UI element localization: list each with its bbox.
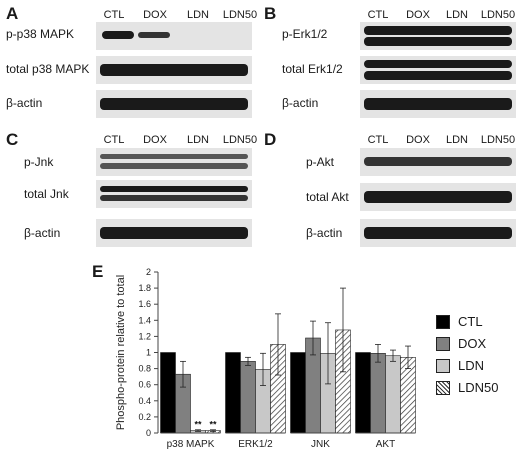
legend-item: DOX: [436, 336, 486, 351]
bar: [240, 361, 256, 434]
blot-beta-actin-c: [96, 219, 252, 247]
legend-swatch: [436, 336, 450, 351]
panel-letter-e: E: [92, 262, 104, 281]
lane-label-dox: DOX: [406, 9, 430, 21]
row-label-p-jnk: p-Jnk: [24, 155, 54, 169]
legend-swatch: [436, 314, 450, 329]
row-label-beta-actin-c: β-actin: [24, 226, 61, 240]
lane-label-dox: DOX: [143, 9, 167, 21]
blot-total-jnk: [96, 180, 252, 208]
panel-letter-b: B: [264, 4, 277, 23]
lane-label-dox: DOX: [406, 134, 430, 146]
y-tick-label: 1: [146, 348, 151, 358]
lane-label-dox: DOX: [143, 134, 167, 146]
blot-p-akt: [360, 148, 516, 176]
x-tick-label: AKT: [376, 439, 395, 450]
x-tick-label: JNK: [311, 439, 330, 450]
y-tick-label: 0.6: [138, 380, 151, 390]
blot-p-jnk: [96, 148, 252, 176]
y-tick-label: 1.4: [138, 315, 151, 325]
lane-label-ldn: LDN: [186, 134, 209, 146]
x-tick-label: p38 MAPK: [167, 439, 215, 450]
y-axis-label: Phospho-protein relative to total: [115, 275, 127, 430]
blot-beta-actin-b: [360, 90, 516, 118]
legend-item: LDN50: [436, 380, 498, 395]
legend-item: LDN: [436, 358, 484, 373]
panel-letter-d: D: [264, 130, 277, 149]
blot-beta-actin-d: [360, 219, 516, 247]
legend-swatch: [436, 380, 450, 395]
y-tick-label: 2: [146, 267, 151, 277]
legend-swatch: [436, 358, 450, 373]
panel-letter-c: C: [6, 130, 19, 149]
legend-label: CTL: [458, 314, 483, 329]
row-label-beta-actin-d: β-actin: [306, 226, 343, 240]
y-tick-label: 0.4: [138, 396, 151, 406]
legend-label: LDN50: [458, 380, 499, 395]
x-tick-label: ERK1/2: [238, 439, 273, 450]
row-label-p-p38: p-p38 MAPK: [6, 27, 75, 41]
row-label-p-erk: p-Erk1/2: [282, 27, 328, 41]
lane-label-ldn: LDN: [445, 9, 468, 21]
y-tick-label: 0: [146, 428, 151, 438]
legend-item: CTL: [436, 314, 483, 329]
lane-label-ldn50: LDN50: [480, 9, 516, 21]
row-label-p-akt: p-Akt: [306, 155, 335, 169]
bar: [370, 353, 386, 434]
blot-total-akt: [360, 183, 516, 211]
lane-label-ldn50: LDN50: [480, 134, 516, 146]
significance-marker: **: [209, 420, 217, 430]
legend-label: DOX: [458, 336, 487, 351]
lane-label-ctl: CTL: [367, 134, 389, 146]
row-label-total-erk: total Erk1/2: [282, 62, 343, 76]
bar: [160, 352, 176, 434]
y-tick-label: 1.6: [138, 299, 151, 309]
bar: [355, 352, 371, 434]
blot-beta-actin-a: [96, 90, 252, 118]
row-label-total-jnk: total Jnk: [24, 187, 69, 201]
blot-total-erk: [360, 56, 516, 84]
y-tick-label: 0.2: [138, 412, 151, 422]
row-label-total-p38: total p38 MAPK: [6, 62, 90, 76]
panel-letter-a: A: [6, 4, 19, 23]
y-tick-label: 1.2: [138, 331, 151, 341]
legend-label: LDN: [458, 358, 485, 373]
bar: [385, 355, 401, 434]
bar: [290, 352, 306, 434]
row-label-beta-actin-b: β-actin: [282, 96, 319, 110]
lane-label-ldn: LDN: [186, 9, 209, 21]
bar: [225, 352, 241, 434]
row-label-beta-actin-a: β-actin: [6, 96, 43, 110]
lane-label-ctl: CTL: [367, 9, 389, 21]
y-tick-label: 0.8: [138, 364, 151, 374]
y-tick-label: 1.8: [138, 283, 151, 293]
lane-label-ctl: CTL: [103, 9, 125, 21]
lane-label-ldn50: LDN50: [222, 134, 258, 146]
blot-p-p38: [96, 22, 252, 50]
blot-p-erk: [360, 22, 516, 50]
significance-marker: **: [194, 420, 202, 430]
lane-label-ctl: CTL: [103, 134, 125, 146]
blot-total-p38: [96, 56, 252, 84]
lane-label-ldn50: LDN50: [222, 9, 258, 21]
lane-label-ldn: LDN: [445, 134, 468, 146]
row-label-total-akt: total Akt: [306, 190, 349, 204]
